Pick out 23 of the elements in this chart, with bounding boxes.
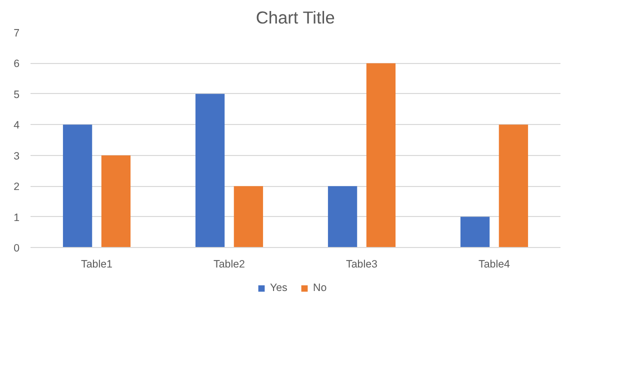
- chart-title: Chart Title: [256, 8, 335, 28]
- y-tick-label: 6: [14, 58, 20, 70]
- bar: [498, 124, 528, 248]
- bar: [460, 216, 490, 248]
- bar: [366, 63, 396, 248]
- y-tick-label: 0: [14, 242, 20, 254]
- y-tick-label: 3: [14, 150, 20, 162]
- x-tick-label: Table1: [81, 258, 113, 270]
- legend-label: No: [313, 282, 328, 294]
- x-tick-label: Table2: [214, 258, 246, 270]
- y-tick-label: 4: [14, 120, 20, 132]
- bar: [234, 186, 264, 248]
- y-tick-label: 1: [14, 212, 20, 224]
- x-tick-label: Table3: [346, 258, 378, 270]
- x-tick-label: Table4: [478, 258, 510, 270]
- y-tick-label: 2: [14, 181, 20, 194]
- bar: [195, 94, 225, 248]
- legend-label: Yes: [270, 282, 288, 294]
- bar: [328, 186, 358, 248]
- y-tick-label: 7: [14, 28, 20, 40]
- bar: [62, 124, 92, 248]
- y-tick-label: 5: [14, 88, 20, 101]
- bar: [101, 155, 131, 248]
